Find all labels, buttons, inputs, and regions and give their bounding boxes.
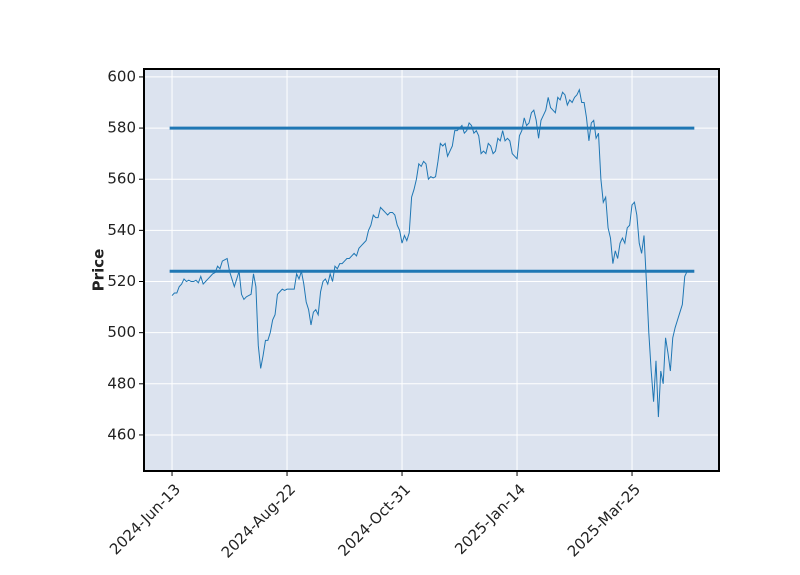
y-tick-label: 500 bbox=[107, 323, 136, 341]
x-tick-label: 2025-Mar-25 bbox=[564, 480, 644, 560]
plot-frame bbox=[143, 68, 720, 472]
x-tick-label: 2024-Oct-31 bbox=[335, 480, 415, 560]
x-tick-label: 2025-Jan-14 bbox=[451, 480, 529, 558]
y-tick-label: 520 bbox=[107, 272, 136, 290]
y-tick-label: 540 bbox=[107, 221, 136, 239]
x-tick-label: 2024-Jun-13 bbox=[106, 480, 184, 558]
y-tick-label: 600 bbox=[107, 67, 136, 85]
y-tick-label: 460 bbox=[107, 425, 136, 443]
price-line bbox=[171, 88, 688, 418]
y-tick-label: 560 bbox=[107, 170, 136, 188]
y-tick-label: 480 bbox=[107, 374, 136, 392]
y-axis-label: Price bbox=[90, 249, 108, 292]
y-tick-label: 580 bbox=[107, 119, 136, 137]
marks bbox=[169, 88, 695, 418]
x-tick-label: 2024-Aug-22 bbox=[218, 480, 299, 561]
